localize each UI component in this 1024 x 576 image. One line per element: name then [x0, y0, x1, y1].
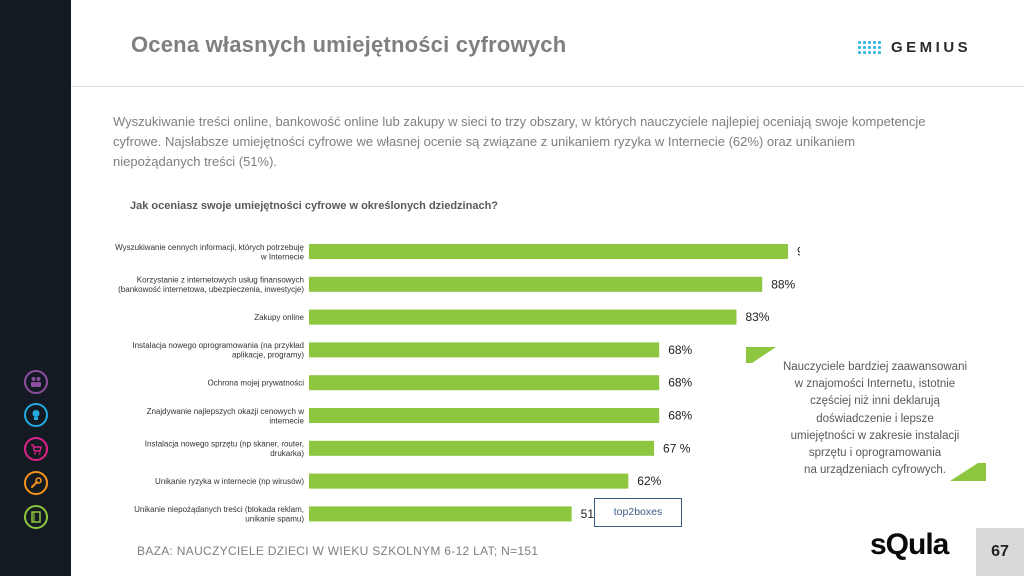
chart-question: Jak oceniasz swoje umiejętności cyfrowe …: [130, 200, 499, 212]
value-label: 68%: [668, 409, 692, 423]
note-line: Nauczyciele bardziej zaawansowani: [782, 361, 968, 373]
squla-logo: sQula: [870, 528, 949, 561]
gemius-dots-icon: [858, 40, 881, 54]
category-label: Unikanie niepożądanych treści (blokada r…: [134, 505, 304, 514]
note-line: na urządzeniach cyfrowych.: [804, 464, 946, 477]
category-label: w Internecie: [260, 252, 305, 261]
people-icon[interactable]: [24, 370, 48, 394]
bar: [309, 342, 660, 358]
value-label: 88%: [771, 277, 795, 291]
sidebar: [0, 0, 71, 576]
value-label: 62%: [637, 474, 661, 488]
bar: [309, 309, 737, 325]
gemius-logo: GEMIUS: [858, 36, 971, 58]
intro-text: Wyszukiwanie treści online, bankowość on…: [113, 114, 926, 169]
bar: [309, 276, 763, 292]
bar: [309, 473, 629, 489]
category-label: (bankowość internetowa, ubezpieczenia, i…: [118, 285, 304, 294]
category-label: Wyszukiwanie cennych informacji, których…: [115, 243, 304, 252]
bar: [309, 244, 788, 259]
note-line: umiejętności w zakresie instalacji: [790, 429, 960, 442]
logo-text: GEMIUS: [891, 38, 972, 56]
note-corner-top-left: [746, 347, 776, 363]
note-line: w znajomości Internetu, istotnie: [794, 378, 956, 391]
bar: [309, 506, 572, 522]
category-label: internecie: [269, 416, 304, 425]
value-label: 68%: [668, 343, 692, 357]
value-label: 93%: [797, 245, 800, 259]
page-title: Ocena własnych umiejętności cyfrowych: [131, 32, 567, 57]
bar-chart: 93% Wyszukiwanie cennych informacji, któr…: [115, 243, 800, 524]
note-text: Nauczyciele bardziej zaawansowani w znaj…: [760, 359, 990, 479]
category-label: drukarka): [270, 449, 304, 458]
page-number: 67: [976, 528, 1024, 576]
top2boxes-tag: top2boxes: [594, 498, 682, 527]
header-divider: [71, 86, 1024, 87]
bar: [309, 375, 660, 391]
category-label: Unikanie ryzyka w internecie (np wirusów…: [155, 477, 304, 486]
category-label: Ochrona mojej prywatności: [208, 379, 305, 388]
value-label: 67 %: [663, 441, 691, 455]
category-label: Korzystanie z internetowych usług finans…: [137, 276, 304, 285]
value-label: 68%: [668, 376, 692, 390]
note-line: sprzętu i oprogramowania: [808, 447, 942, 460]
category-label: Znajdywanie najlepszych okazji cenowych …: [147, 407, 305, 416]
note-corner-bottom-right: [950, 463, 986, 481]
category-label: unikanie spamu): [245, 515, 304, 524]
category-label: aplikacje, programy): [232, 351, 304, 360]
category-label: Zakupy online: [254, 313, 304, 322]
category-label: Instalacja nowego sprzętu (np skaner, ro…: [145, 440, 304, 449]
book-icon[interactable]: [24, 505, 48, 529]
wrench-icon[interactable]: [24, 471, 48, 495]
bar: [309, 440, 655, 456]
base-note: BAZA: NAUCZYCIELE DZIECI W WIEKU SZKOLNY…: [137, 544, 539, 558]
bar: [309, 408, 660, 423]
cart-icon[interactable]: [24, 437, 48, 461]
category-label: Instalacja nowego oprogramowania (na prz…: [132, 341, 304, 350]
note-line: doświadczenie i lepsze: [816, 412, 934, 425]
note-line: częściej niż inni deklarują: [810, 395, 940, 408]
lightbulb-icon[interactable]: [24, 403, 48, 427]
value-label: 83%: [745, 310, 769, 324]
